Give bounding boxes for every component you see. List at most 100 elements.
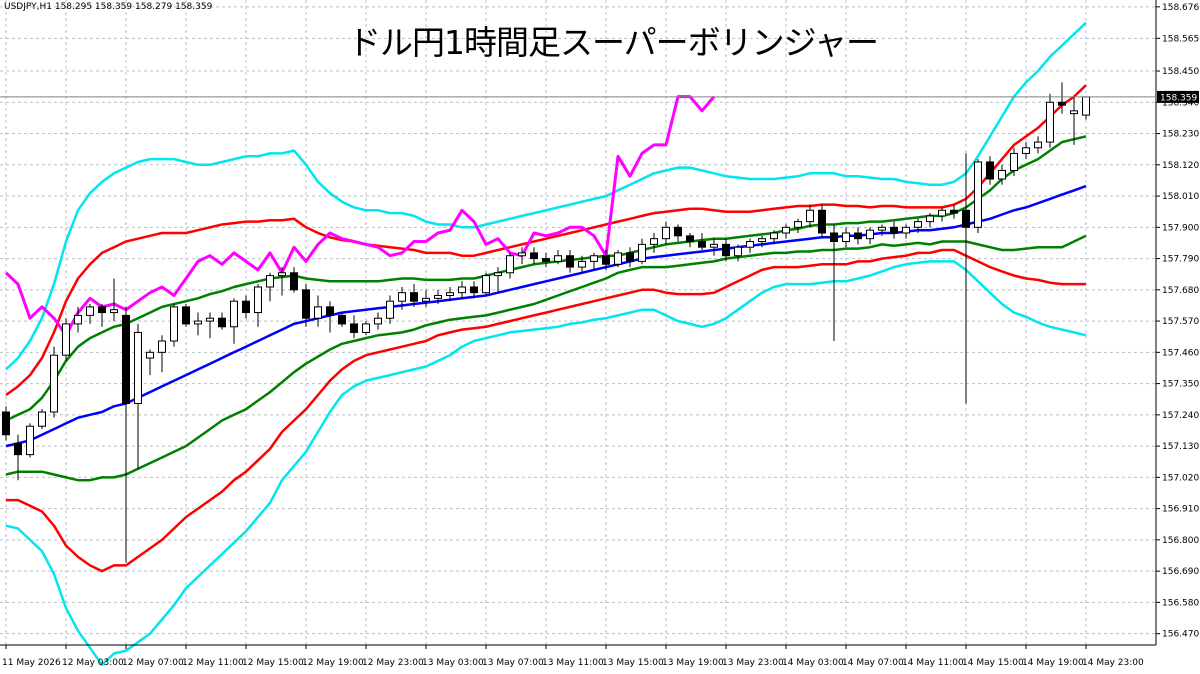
x-tick-label: 14 May 11:00 <box>902 658 964 668</box>
candle <box>254 284 262 327</box>
candle <box>926 213 934 228</box>
candle-body-bull <box>254 286 262 314</box>
candle-body-bull <box>398 292 406 302</box>
x-tick-label: 14 May 19:00 <box>1022 658 1084 668</box>
candle-body-bear <box>470 286 478 294</box>
candle <box>758 235 766 248</box>
candle-body-bull <box>590 255 598 262</box>
y-tick-label: 156.580 <box>1162 598 1199 608</box>
candle <box>542 252 550 268</box>
candle <box>194 312 202 336</box>
candle-body-bear <box>686 235 694 243</box>
candle-body-bear <box>338 314 346 325</box>
candle-body-bull <box>650 238 658 245</box>
candle <box>110 278 118 322</box>
candle-body-bull <box>170 306 178 342</box>
candle-body-bull <box>26 425 34 456</box>
candle-body-bull <box>1070 110 1078 115</box>
candle-body-bull <box>902 226 910 234</box>
candle <box>314 295 322 327</box>
y-tick-label: 157.350 <box>1162 380 1199 390</box>
current-price-marker: 158.359 <box>0 90 1199 103</box>
candle-body-bear <box>2 411 10 436</box>
candle <box>98 304 106 327</box>
candle <box>914 218 922 233</box>
candle-body-bull <box>434 295 442 299</box>
candle-body-bull <box>710 243 718 248</box>
candle <box>158 335 166 373</box>
candle <box>2 406 10 441</box>
candle-body-bear <box>854 232 862 240</box>
candle <box>62 318 70 361</box>
candle-body-bull <box>926 215 934 223</box>
x-tick-label: 13 May 11:00 <box>542 658 604 668</box>
symbol-header: USDJPY,H1 158.295 158.359 158.279 158.35… <box>4 2 212 12</box>
y-tick-label: 157.570 <box>1162 317 1199 327</box>
candle-body-bear <box>242 300 250 314</box>
candle-body-bear <box>890 226 898 234</box>
candle-body-bull <box>230 300 238 328</box>
candle <box>14 434 22 481</box>
candle <box>710 238 718 256</box>
candle-body-bull <box>506 255 514 274</box>
y-tick-label: 156.690 <box>1162 567 1199 577</box>
candle-body-bear <box>722 243 730 257</box>
chart-title: ドル円1時間足スーパーボリンジャー <box>348 23 879 62</box>
candle-body-bull <box>206 317 214 322</box>
candle-body-bull <box>1082 96 1090 116</box>
candle-body-bull <box>866 229 874 240</box>
candle <box>842 227 850 248</box>
candle <box>782 224 790 239</box>
candle <box>722 238 730 262</box>
candle-body-bull <box>1022 147 1030 154</box>
y-tick-label: 158.565 <box>1162 34 1199 44</box>
candle <box>350 315 358 339</box>
candle-body-bull <box>386 300 394 319</box>
candle-body-bull <box>422 297 430 302</box>
x-tick-label: 13 May 19:00 <box>662 658 724 668</box>
candle <box>422 289 430 307</box>
candle <box>578 255 586 273</box>
x-tick-label: 12 May 19:00 <box>302 658 364 668</box>
candle <box>986 156 994 185</box>
candle <box>50 346 58 418</box>
candle-body-bull <box>614 252 622 265</box>
candle-body-bull <box>458 286 466 294</box>
candle-body-bull <box>374 317 382 325</box>
candle-body-bull <box>446 292 454 297</box>
candle-body-bull <box>578 260 586 268</box>
x-tick-label: 12 May 03:00 <box>62 658 124 668</box>
candle <box>494 267 502 293</box>
candle-body-bear <box>830 232 838 243</box>
candle <box>206 312 214 339</box>
current-price-tag-text: 158.359 <box>1160 93 1197 103</box>
candle-body-bear <box>626 252 634 262</box>
y-tick-label: 158.340 <box>1162 98 1199 108</box>
candle-body-bull <box>638 243 646 262</box>
candle-body-bull <box>134 331 142 404</box>
candle <box>602 250 610 270</box>
candle <box>662 221 670 245</box>
candle <box>962 153 970 404</box>
candle <box>698 232 706 251</box>
y-tick-label: 158.230 <box>1162 130 1199 140</box>
candle <box>398 286 406 310</box>
y-tick-label: 158.450 <box>1162 67 1199 77</box>
candle <box>686 232 694 248</box>
y-tick-label: 157.130 <box>1162 442 1199 452</box>
candle <box>902 224 910 239</box>
candle <box>554 250 562 265</box>
candle-body-bull <box>1034 141 1042 149</box>
x-tick-label: 14 May 23:00 <box>1082 658 1144 668</box>
candle-body-bull <box>86 306 94 316</box>
y-axis: 158.676 158.565 158.450 158.340 158.230 158.1… <box>1155 0 1199 645</box>
candle <box>242 295 250 319</box>
x-tick-label: 12 May 23:00 <box>362 658 424 668</box>
candle-body-bull <box>314 306 322 319</box>
candle-body-bear <box>218 317 226 328</box>
candle <box>746 238 754 253</box>
x-tick-label: 12 May 07:00 <box>122 658 184 668</box>
candle-body-bear <box>122 314 130 404</box>
candle-body-bull <box>194 320 202 325</box>
